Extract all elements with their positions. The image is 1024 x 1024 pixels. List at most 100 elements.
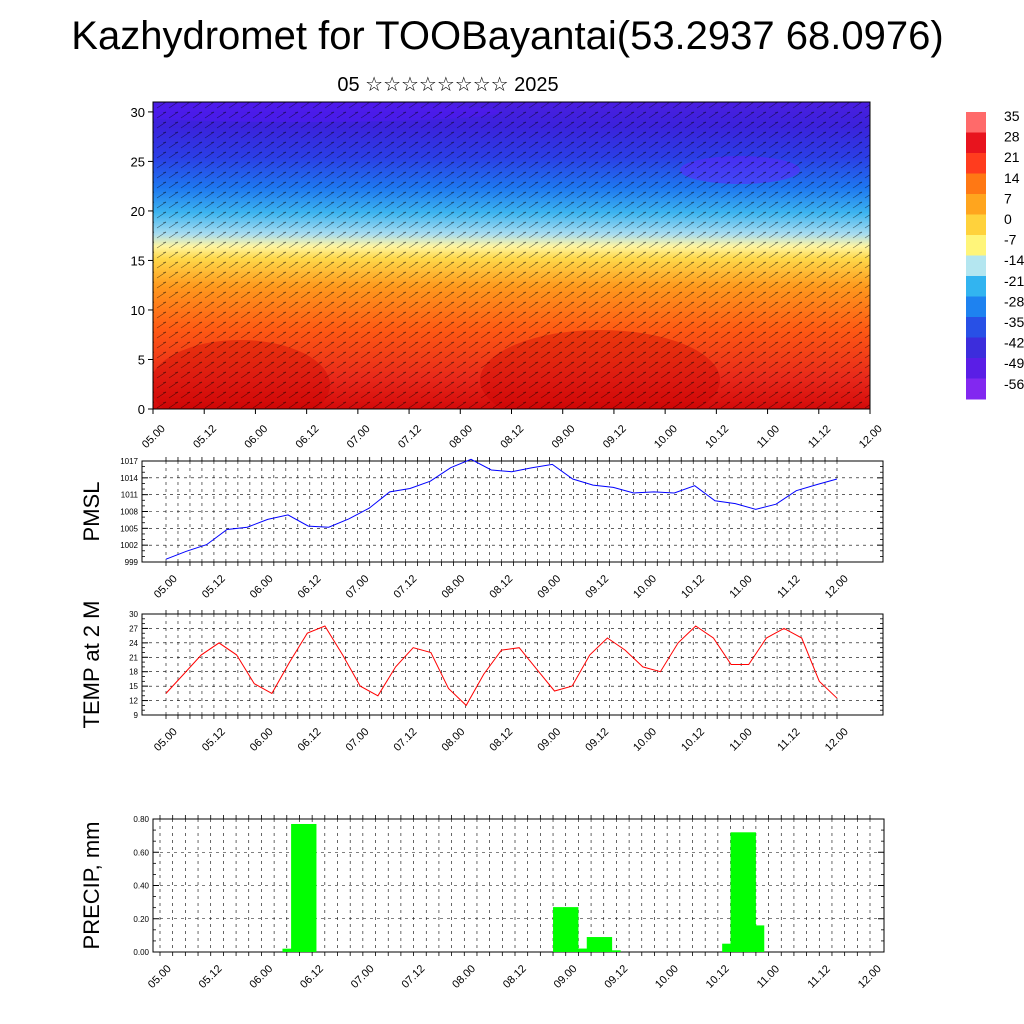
precip-bar bbox=[553, 907, 579, 952]
ytick-label: 12 bbox=[129, 697, 138, 706]
xtick-label: 12.00 bbox=[823, 726, 851, 754]
colorbar-label: 7 bbox=[1004, 190, 1012, 206]
xtick-label: 05.00 bbox=[146, 963, 174, 991]
precip-bar bbox=[586, 937, 613, 952]
xtick-label: 06.00 bbox=[248, 726, 276, 754]
ytick-label: 1002 bbox=[120, 541, 138, 550]
panel-frame bbox=[141, 613, 884, 716]
temp-series-line bbox=[165, 625, 838, 707]
heatmap-xtick-label: 05.12 bbox=[191, 423, 219, 451]
colorbar-label: -42 bbox=[1004, 335, 1024, 351]
colorbar-label: 14 bbox=[1004, 170, 1020, 186]
colorbar-label: 0 bbox=[1004, 211, 1012, 227]
colorbar-swatch bbox=[966, 132, 986, 154]
xtick-label: 10.12 bbox=[679, 573, 707, 601]
xtick-label: 05.00 bbox=[152, 726, 180, 754]
heatmap-xtick-label: 08.00 bbox=[447, 423, 475, 451]
xtick-label: 11.12 bbox=[805, 963, 832, 990]
colorbar-label: -56 bbox=[1004, 376, 1024, 392]
xtick-label: 05.12 bbox=[197, 963, 225, 991]
precip-bar bbox=[291, 823, 317, 952]
xtick-label: 06.00 bbox=[247, 963, 275, 991]
pmsl-series-line bbox=[165, 458, 838, 560]
heatmap-xtick-label: 07.00 bbox=[345, 423, 373, 451]
xtick-label: 08.12 bbox=[487, 726, 515, 754]
ytick-label: 1008 bbox=[120, 508, 138, 517]
colorbar-label: -21 bbox=[1004, 273, 1024, 289]
ytick-label: 9 bbox=[134, 711, 139, 720]
colorbar-label: 35 bbox=[1004, 108, 1020, 124]
heatmap-xtick-label: 09.00 bbox=[550, 423, 578, 451]
xtick-label: 05.12 bbox=[200, 726, 228, 754]
y-axis-label: TEMP at 2 M bbox=[79, 601, 104, 729]
ytick-label: 18 bbox=[129, 668, 138, 677]
heatmap-xtick-label: 05.00 bbox=[140, 423, 168, 451]
xtick-label: 11.12 bbox=[775, 573, 802, 600]
heatmap-panel: 0 5 10 15 20 25 30 05.00 05.12 06.00 06.12 07.00 07.… bbox=[131, 101, 885, 451]
heatmap-ytick-label: 5 bbox=[138, 352, 145, 367]
xtick-label: 08.00 bbox=[439, 726, 467, 754]
wind-vectors bbox=[153, 102, 870, 409]
ytick-label: 15 bbox=[129, 682, 138, 691]
precip-bar bbox=[738, 925, 765, 952]
xtick-label: 09.12 bbox=[583, 726, 611, 754]
precip-panel: 0.00 0.20 0.40 0.60 0.80 05.00 05.12 06.00 06.12… bbox=[79, 815, 885, 991]
ytick-label: 1005 bbox=[120, 524, 138, 533]
xtick-label: 09.00 bbox=[535, 726, 563, 754]
colorbar-swatch bbox=[966, 358, 986, 379]
xtick-label: 08.12 bbox=[487, 573, 515, 601]
xtick-label: 10.00 bbox=[631, 573, 659, 601]
colorbar-swatch bbox=[966, 235, 986, 256]
xtick-label: 06.12 bbox=[296, 573, 324, 601]
xtick-label: 11.12 bbox=[775, 726, 802, 753]
xtick-label: 10.12 bbox=[704, 963, 732, 991]
colorbar-swatch bbox=[966, 214, 986, 236]
heatmap-ytick-label: 30 bbox=[131, 105, 145, 120]
chart-title: Kazhydromet for TOOBayantai(53.2937 68.0… bbox=[71, 14, 944, 58]
colorbar-swatch bbox=[966, 378, 986, 400]
xtick-label: 05.12 bbox=[200, 573, 228, 601]
xtick-label: 06.00 bbox=[248, 573, 276, 601]
ytick-label: 24 bbox=[129, 639, 138, 648]
y-axis-label: PRECIP, mm bbox=[79, 822, 104, 950]
xtick-label: 07.12 bbox=[399, 963, 427, 991]
xtick-label: 09.00 bbox=[535, 573, 563, 601]
ytick-label: 30 bbox=[129, 610, 138, 619]
heatmap-xtick-label: 11.00 bbox=[755, 423, 782, 450]
xtick-label: 09.00 bbox=[552, 963, 580, 991]
ytick-label: 1014 bbox=[120, 474, 138, 483]
precip-bar bbox=[561, 948, 587, 952]
colorbar-swatch bbox=[966, 296, 986, 318]
panel-frame bbox=[141, 460, 884, 563]
ytick-label: 27 bbox=[129, 624, 138, 633]
xtick-label: 10.00 bbox=[631, 726, 659, 754]
heatmap-xtick-label: 07.12 bbox=[396, 423, 424, 451]
precip-bar bbox=[595, 950, 621, 952]
heatmap-ytick-label: 0 bbox=[138, 402, 145, 417]
xtick-label: 08.00 bbox=[450, 963, 478, 991]
heatmap-ytick-label: 20 bbox=[131, 204, 145, 219]
xtick-label: 06.12 bbox=[298, 963, 326, 991]
heatmap-xtick-label: 06.00 bbox=[242, 423, 270, 451]
heatmap-xtick-label: 06.12 bbox=[294, 423, 322, 451]
ytick-label: 999 bbox=[125, 558, 139, 567]
colorbar-swatch bbox=[966, 173, 986, 195]
heatmap-xtick-label: 10.00 bbox=[652, 423, 680, 451]
xtick-label: 05.00 bbox=[152, 573, 180, 601]
xtick-label: 10.00 bbox=[653, 963, 681, 991]
colorbar-swatch bbox=[966, 317, 986, 338]
colorbar-swatch bbox=[966, 276, 986, 297]
colorbar-swatch bbox=[966, 112, 986, 133]
colorbar-label: -7 bbox=[1004, 232, 1017, 248]
xtick-label: 10.12 bbox=[679, 726, 707, 754]
xtick-label: 12.00 bbox=[856, 963, 884, 991]
heatmap-ytick-label: 15 bbox=[131, 253, 145, 268]
ytick-label: 0.20 bbox=[133, 915, 149, 924]
heatmap-ytick-label: 25 bbox=[131, 154, 145, 169]
colorbar-label: 21 bbox=[1004, 149, 1020, 165]
xtick-label: 07.00 bbox=[344, 726, 372, 754]
colorbar-swatch bbox=[966, 255, 986, 277]
xtick-label: 12.00 bbox=[823, 573, 851, 601]
xtick-label: 06.12 bbox=[296, 726, 324, 754]
